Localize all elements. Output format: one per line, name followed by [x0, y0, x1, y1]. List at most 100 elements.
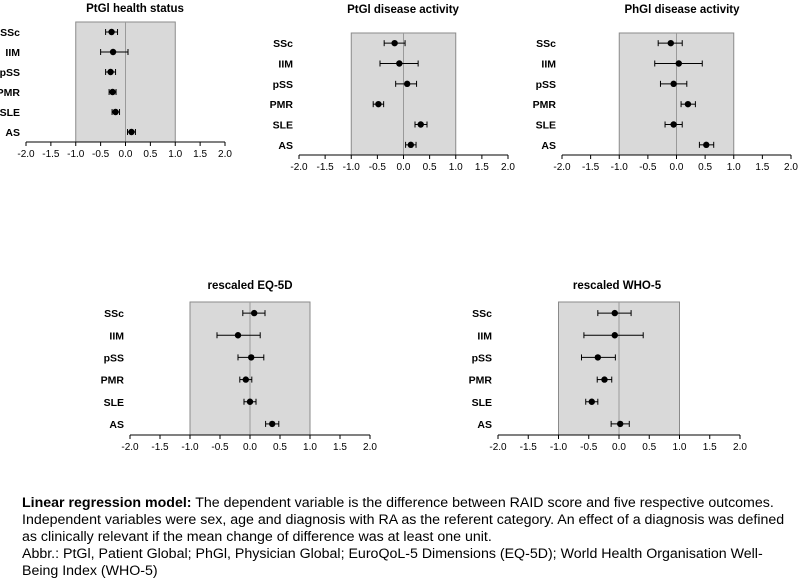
category-label: SSc [536, 38, 556, 50]
point-estimate [128, 128, 135, 136]
point-estimate [611, 309, 618, 317]
category-label: PMR [270, 99, 294, 111]
category-label: IIM [5, 47, 20, 59]
x-tick-label: 0.5 [698, 162, 712, 173]
point-estimate [617, 420, 624, 428]
x-tick-label: -1.5 [42, 149, 60, 160]
point-estimate [601, 376, 608, 383]
x-tick-label: 0.0 [670, 162, 684, 173]
point-estimate [396, 60, 403, 67]
x-tick-label: 1.0 [727, 162, 741, 173]
point-estimate [112, 108, 119, 116]
x-tick-label: -1.0 [67, 149, 85, 160]
category-label: SLE [472, 397, 492, 409]
panel-title: PtGl health status [86, 3, 184, 15]
x-tick-label: 1.5 [755, 162, 769, 173]
panel-title: rescaled EQ-5D [207, 280, 292, 292]
category-label: PMR [469, 375, 493, 387]
point-estimate [107, 68, 114, 76]
point-estimate [246, 398, 254, 405]
x-tick-label: 1.0 [168, 149, 182, 160]
point-estimate [403, 80, 411, 88]
x-tick-label: -1.5 [520, 442, 538, 453]
x-tick-label: 2.0 [784, 162, 798, 173]
category-label: SLE [0, 107, 20, 119]
category-label: AS [109, 419, 124, 431]
point-estimate [667, 39, 674, 47]
point-estimate [417, 121, 424, 128]
x-tick-label: 2.0 [363, 442, 377, 453]
x-tick-label: -0.5 [211, 442, 229, 453]
point-estimate [242, 376, 249, 383]
x-tick-label: -1.5 [151, 442, 169, 453]
x-tick-label: -2.0 [489, 442, 507, 453]
x-tick-label: -0.5 [639, 162, 657, 173]
x-tick-label: 2.0 [733, 442, 747, 453]
x-tick-label: -2.0 [290, 162, 308, 173]
point-estimate [108, 28, 115, 36]
category-label: IIM [541, 59, 556, 71]
x-tick-label: 0.0 [119, 149, 133, 160]
x-tick-label: 0.0 [243, 442, 257, 453]
point-estimate [675, 60, 682, 67]
caption-body: The dependent variable is the difference… [22, 495, 785, 545]
category-label: pSS [273, 79, 293, 91]
x-tick-label: -2.0 [17, 149, 35, 160]
x-tick-label: 1.5 [193, 149, 207, 160]
category-label: IIM [109, 330, 124, 342]
x-tick-label: 0.5 [273, 442, 287, 453]
x-tick-label: -1.5 [582, 162, 600, 173]
category-label: pSS [472, 352, 492, 364]
point-estimate [234, 332, 242, 339]
x-tick-label: -2.0 [121, 442, 139, 453]
x-tick-label: 1.0 [303, 442, 317, 453]
point-estimate [703, 141, 710, 149]
x-tick-label: -0.5 [369, 162, 387, 173]
category-label: IIM [477, 330, 492, 342]
point-estimate [248, 354, 255, 361]
point-estimate [684, 100, 692, 108]
point-estimate [407, 141, 415, 149]
caption-lead: Linear regression model: [22, 495, 192, 511]
forest-panel-3: PhGl disease activity -2.0 -1.5 -1.0 -0.5 0.0… [533, 4, 799, 173]
figure-caption: Linear regression model: The dependent v… [22, 495, 792, 580]
x-tick-label: 1.0 [449, 162, 463, 173]
category-label: PMR [0, 87, 20, 99]
point-estimate [375, 100, 382, 108]
x-tick-label: 0.0 [612, 442, 626, 453]
category-label: AS [477, 419, 492, 431]
x-tick-label: 2.0 [218, 149, 232, 160]
forest-panel-4: rescaled EQ-5D -2.0 -1.5 -1.0 -0.5 0.0 0.5 1.0 1… [101, 280, 378, 453]
category-label: pSS [0, 67, 20, 79]
category-label: AS [5, 127, 20, 139]
point-estimate [588, 398, 595, 405]
point-estimate [594, 354, 602, 361]
x-tick-label: -2.0 [553, 162, 571, 173]
category-label: pSS [536, 79, 556, 91]
point-estimate [670, 121, 677, 128]
category-label: IIM [278, 59, 293, 71]
x-tick-label: -1.0 [550, 442, 568, 453]
category-label: SLE [273, 120, 293, 132]
x-tick-label: -1.0 [611, 162, 629, 173]
x-tick-label: 1.5 [333, 442, 347, 453]
forest-panel-2: PtGl disease activity -2.0 -1.5 -1.0 -0.5 0.0… [270, 4, 516, 173]
x-tick-label: 0.0 [397, 162, 411, 173]
category-label: SSc [273, 38, 293, 50]
x-tick-label: -1.0 [343, 162, 361, 173]
category-label: AS [541, 140, 556, 152]
forest-plot-figure: PtGl health status -2.0 -1.5 -1.0 -0.5 0.0 0.5… [0, 3, 799, 453]
category-label: SSc [0, 27, 20, 39]
x-tick-label: -0.5 [92, 149, 110, 160]
category-label: SSc [104, 308, 124, 320]
x-tick-label: -1.0 [181, 442, 199, 453]
category-label: SLE [536, 120, 556, 132]
forest-panel-1: PtGl health status -2.0 -1.5 -1.0 -0.5 0.0 0.5… [0, 3, 232, 160]
category-label: SSc [472, 308, 492, 320]
category-label: PMR [533, 99, 557, 111]
x-tick-label: 1.0 [673, 442, 687, 453]
x-tick-label: 0.5 [642, 442, 656, 453]
point-estimate [611, 332, 618, 339]
x-tick-label: 1.5 [703, 442, 717, 453]
x-tick-label: 0.5 [143, 149, 157, 160]
